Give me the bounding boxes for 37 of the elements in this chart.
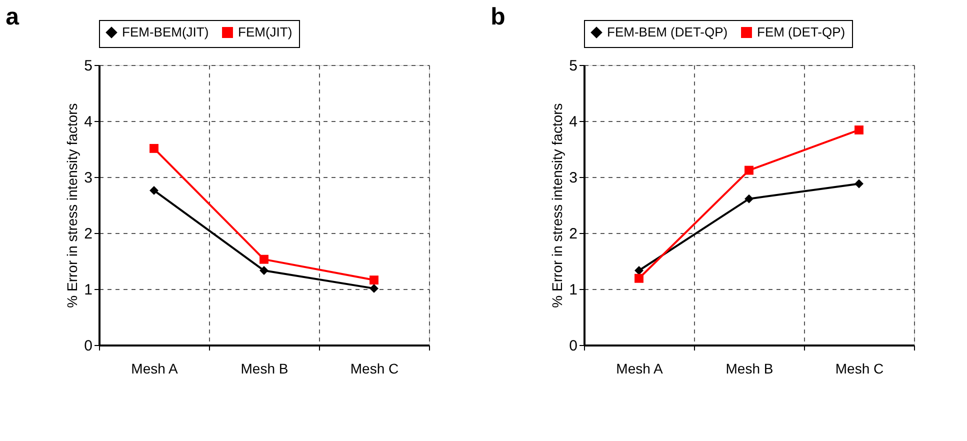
- point: [150, 186, 158, 195]
- y-tick-label: 4: [84, 114, 92, 130]
- point: [370, 284, 378, 293]
- y-tick-label: 2: [569, 226, 578, 242]
- x-tick-label: Mesh A: [616, 360, 664, 376]
- point: [150, 144, 158, 153]
- point: [260, 254, 268, 264]
- point: [854, 125, 864, 134]
- point: [634, 274, 644, 283]
- chart-title: a: [6, 4, 20, 30]
- chart-title: b: [490, 4, 506, 30]
- y-tick-label: 1: [84, 282, 92, 298]
- x-tick-label: Mesh A: [131, 360, 178, 376]
- y-tick-label: 0: [569, 338, 578, 354]
- point: [370, 276, 378, 285]
- y-tick-label: 5: [84, 58, 92, 74]
- point: [260, 266, 268, 275]
- point: [854, 179, 864, 188]
- y-tick-label: 4: [569, 114, 578, 130]
- y-tick-label: 3: [569, 170, 578, 186]
- y-tick-label: 2: [84, 226, 92, 242]
- x-tick-label: Mesh B: [726, 360, 774, 376]
- x-tick-label: Mesh C: [350, 360, 399, 376]
- legend-label: FEM(JIT): [238, 24, 292, 40]
- y-axis-title: % Error in stress intensity factors: [64, 103, 80, 308]
- y-tick-label: 5: [569, 58, 578, 74]
- point: [744, 194, 754, 204]
- y-tick-label: 0: [84, 338, 92, 354]
- y-tick-label: 3: [84, 170, 92, 186]
- point: [744, 166, 754, 175]
- x-tick-label: Mesh C: [835, 360, 884, 376]
- y-axis-title: % Error in stress intensity factors: [549, 103, 566, 308]
- legend-label: FEM-BEM(JIT): [122, 24, 209, 40]
- y-tick-label: 1: [569, 282, 578, 298]
- x-tick-label: Mesh B: [240, 360, 288, 376]
- legend-label: FEM (DET-QP): [757, 24, 846, 40]
- legend-label: FEM-BEM (DET-QP): [607, 24, 728, 40]
